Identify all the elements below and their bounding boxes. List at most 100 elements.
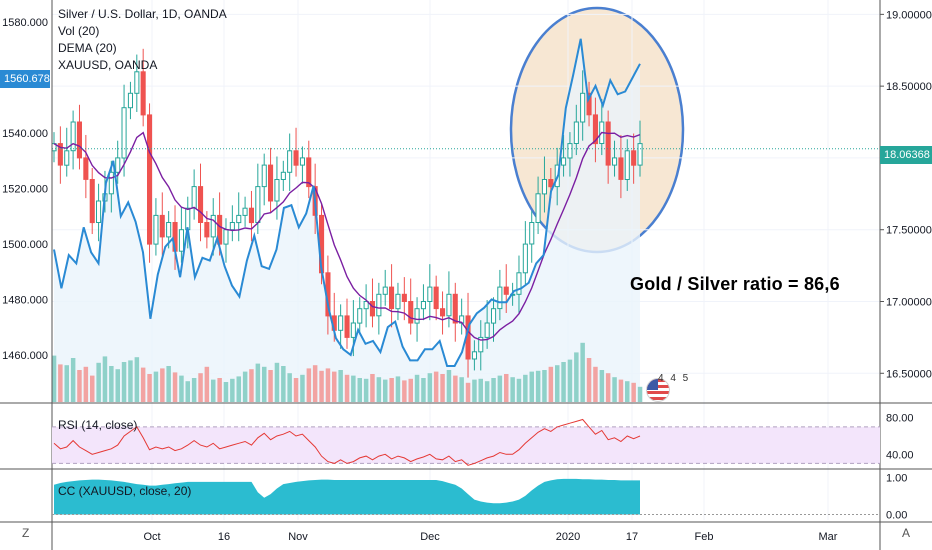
volume-bar bbox=[102, 356, 108, 402]
volume-bar bbox=[140, 367, 146, 402]
volume-bar bbox=[90, 375, 95, 402]
volume-bar bbox=[567, 359, 573, 402]
candle-body bbox=[350, 322, 356, 338]
candle-body bbox=[484, 322, 490, 338]
volume-bar bbox=[472, 379, 477, 402]
right-axis-tick-label: 18.50000 bbox=[886, 81, 932, 93]
candle-body bbox=[191, 186, 197, 209]
volume-bar bbox=[497, 375, 503, 402]
volume-bar bbox=[109, 366, 114, 402]
candle-body bbox=[255, 186, 261, 224]
volume-bar bbox=[453, 375, 458, 402]
volume-bar bbox=[77, 370, 82, 402]
volume-label[interactable]: Vol (20) bbox=[58, 24, 100, 38]
candle-body bbox=[127, 92, 133, 109]
candle-body bbox=[268, 164, 274, 202]
candle-body bbox=[274, 179, 280, 202]
volume-bar bbox=[230, 378, 235, 402]
candle-body bbox=[140, 71, 146, 116]
volume-bar bbox=[440, 374, 445, 402]
volume-bar bbox=[236, 376, 241, 402]
dema-label[interactable]: DEMA (20) bbox=[58, 41, 117, 55]
candle-body bbox=[210, 214, 216, 238]
volume-bar bbox=[51, 355, 57, 402]
us-flag-events-icon[interactable] bbox=[646, 378, 670, 402]
volume-bar bbox=[319, 370, 324, 402]
volume-bar bbox=[612, 377, 617, 402]
candle-body bbox=[344, 315, 350, 338]
volume-bar bbox=[529, 371, 534, 402]
volume-bar bbox=[548, 366, 554, 402]
volume-bar bbox=[121, 362, 127, 402]
candle-body bbox=[382, 286, 388, 295]
candle-body bbox=[108, 171, 114, 195]
rsi-label[interactable]: RSI (14, close) bbox=[58, 418, 138, 432]
candle-body bbox=[529, 222, 535, 245]
volume-bar bbox=[389, 378, 394, 402]
candle-body bbox=[76, 121, 83, 159]
volume-bar bbox=[561, 362, 566, 402]
candle-body bbox=[478, 336, 484, 353]
volume-bar bbox=[217, 378, 222, 402]
left-axis-tick-label: 1460.000 bbox=[2, 350, 48, 362]
candle-body bbox=[592, 114, 599, 145]
candle-body bbox=[631, 150, 637, 166]
candle-body bbox=[57, 143, 63, 166]
candle-body bbox=[204, 222, 210, 238]
x-axis-tick-label: Oct bbox=[143, 531, 160, 543]
volume-bar bbox=[484, 381, 490, 402]
candle-body bbox=[338, 315, 344, 331]
last-price-right-tag: 18.06368 bbox=[880, 146, 932, 164]
candle-body bbox=[414, 308, 420, 324]
volume-bar bbox=[300, 374, 305, 402]
candle-body bbox=[306, 157, 312, 188]
volume-bar bbox=[618, 379, 624, 402]
candle-body bbox=[541, 179, 548, 195]
candle-body bbox=[293, 150, 299, 166]
rsi-axis-tick-label: 40.00 bbox=[886, 449, 914, 461]
candle-body bbox=[503, 286, 509, 295]
volume-bar bbox=[211, 379, 216, 402]
candle-body bbox=[134, 71, 140, 94]
volume-bar bbox=[325, 368, 331, 402]
compare-label[interactable]: XAUUSD, OANDA bbox=[58, 58, 158, 72]
volume-bar bbox=[172, 372, 178, 402]
volume-bar bbox=[414, 374, 420, 402]
candle-body bbox=[229, 222, 235, 231]
symbol-title[interactable]: Silver / U.S. Dollar, 1D, OANDA bbox=[58, 7, 227, 21]
candle-body bbox=[401, 293, 407, 302]
rsi-line bbox=[53, 418, 641, 466]
x-axis-tick-label: Dec bbox=[420, 531, 440, 543]
candle-body bbox=[115, 157, 121, 173]
volume-bar bbox=[249, 369, 254, 402]
candle-body bbox=[471, 351, 477, 360]
candle-body bbox=[178, 229, 184, 252]
cc-label[interactable]: CC (XAUUSD, close, 20) bbox=[58, 484, 192, 498]
volume-bar bbox=[64, 365, 69, 402]
x-axis-tick-label: Mar bbox=[819, 531, 838, 543]
volume-bar bbox=[281, 366, 286, 402]
volume-bar bbox=[191, 378, 197, 402]
volume-bar bbox=[370, 374, 375, 402]
candle-body bbox=[376, 293, 382, 317]
volume-bar bbox=[268, 370, 273, 402]
cc-axis-tick-label: 1.00 bbox=[886, 472, 907, 484]
volume-bar bbox=[242, 371, 248, 402]
volume-bar bbox=[58, 364, 63, 402]
auto-scale-button[interactable]: A bbox=[902, 526, 911, 540]
candle-body bbox=[280, 171, 286, 181]
volume-bar bbox=[402, 380, 407, 402]
volume-bar bbox=[574, 352, 579, 402]
volume-bar bbox=[446, 370, 452, 402]
volume-bar bbox=[255, 363, 261, 402]
candle-body bbox=[363, 301, 369, 310]
volume-bar bbox=[185, 381, 190, 402]
x-axis-tick-label: 17 bbox=[626, 531, 638, 543]
zoom-button[interactable]: Z bbox=[22, 526, 30, 540]
candle-body bbox=[433, 286, 439, 310]
volume-bar bbox=[306, 368, 312, 402]
volume-bar bbox=[465, 382, 471, 402]
volume-bar bbox=[395, 376, 401, 402]
volume-bar bbox=[580, 342, 585, 402]
candle-body bbox=[561, 157, 567, 166]
